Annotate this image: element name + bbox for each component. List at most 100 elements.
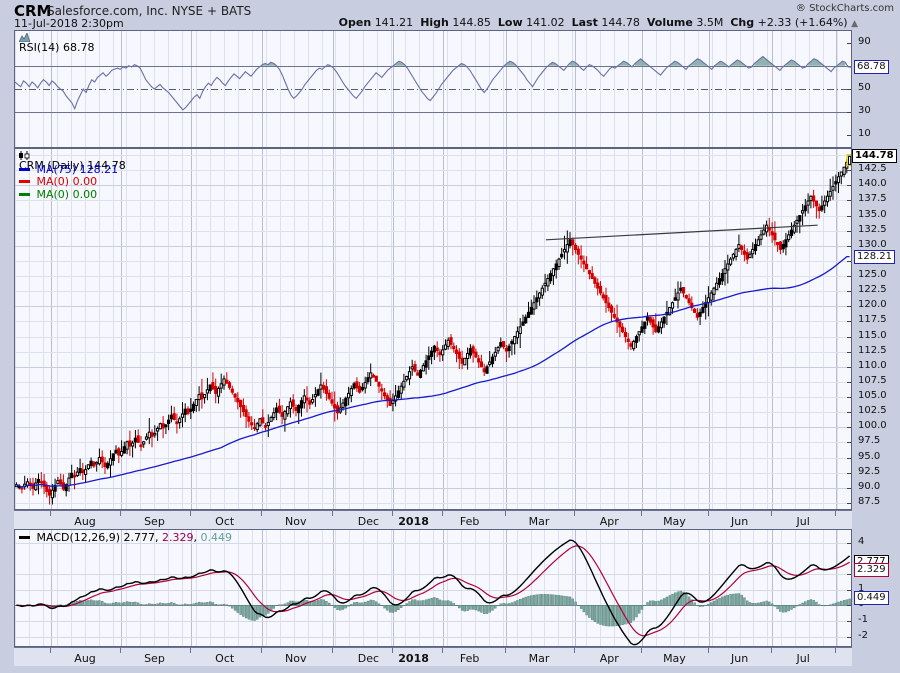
axis-tick-label: 132.5 (858, 223, 887, 235)
axis-tick-label: 122.5 (858, 284, 887, 296)
value-flag: 144.78 (852, 149, 897, 164)
low-label: Low (497, 16, 523, 29)
x-tick-mark (391, 648, 393, 653)
axis-tick-label: 100.0 (858, 420, 887, 432)
x-tick-mark (442, 511, 444, 516)
macd-plot (15, 530, 851, 646)
axis-tick-label: 30 (858, 105, 871, 117)
x-axis-label: Jun (731, 515, 749, 528)
candlestick-icon (19, 151, 30, 160)
axis-tick-label: 92.5 (858, 465, 881, 477)
macd-panel: MACD(12,26,9) 2.777, 2.329, 0.449 (14, 529, 852, 647)
last-label: Last (571, 16, 598, 29)
ma-green-swatch (19, 192, 30, 196)
macd-line-swatch (19, 536, 30, 539)
macd-legend-row: MACD(12,26,9) 2.777, 2.329, 0.449 (19, 531, 232, 545)
high-label: High (420, 16, 449, 29)
x-tick-mark (771, 511, 773, 516)
macd-legend-main: MACD(12,26,9) 2.777 (36, 531, 156, 544)
x-axis-label: Dec (357, 515, 380, 528)
axis-tick-label: 10 (858, 128, 871, 140)
quote-datetime: 11-Jul-2018 2:30pm (14, 17, 124, 30)
company-name: Salesforce.com, Inc. (47, 4, 168, 18)
x-axis-label: Sep (144, 515, 165, 528)
rsi-panel: RSI(14) 68.78 (14, 30, 852, 148)
x-axis-label: Apr (599, 515, 619, 528)
x-tick-mark (331, 511, 333, 516)
x-axis-label: May (663, 515, 686, 528)
low-value: 141.02 (526, 16, 565, 29)
x-axis-label: Nov (284, 515, 307, 528)
ticker-symbol: CRM (14, 2, 52, 20)
axis-tick-label: 137.5 (858, 193, 887, 205)
legend-label-ma75: MA(75) 128.21 (36, 162, 119, 176)
axis-tick-label: 115.0 (858, 329, 887, 341)
chg-value: +2.33 (+1.64%) (757, 16, 848, 29)
x-tick-mark (49, 511, 51, 516)
open-label: Open (338, 16, 372, 29)
axis-tick-label: 120.0 (858, 299, 887, 311)
x-axis-label: Aug (74, 515, 96, 528)
x-tick-mark (641, 511, 642, 516)
axis-tick-label: 117.5 (858, 314, 887, 326)
x-axis-label: Dec (357, 652, 380, 665)
open-value: 141.21 (374, 16, 414, 29)
stockcharts-watermark: ® StockCharts.com (795, 3, 894, 14)
change-up-arrow: ▲ (851, 19, 858, 29)
axis-tick-label: -2 (858, 629, 868, 641)
x-tick-mark (504, 511, 506, 516)
axis-tick-label: 110.0 (858, 359, 887, 371)
x-axis-label: Jul (796, 652, 810, 665)
x-tick-mark (574, 511, 576, 516)
x-tick-mark (260, 648, 262, 653)
volume-label: Volume (646, 16, 693, 29)
axis-tick-label: 90 (858, 35, 871, 47)
x-axis-label: Sep (144, 652, 165, 665)
x-tick-mark (574, 648, 576, 653)
axis-tick-label: 50 (858, 82, 871, 93)
chart-header: CRM Salesforce.com, Inc. NYSE + BATS 11-… (0, 0, 900, 30)
x-axis-label: Oct (215, 515, 235, 528)
axis-tick-label: -1 (858, 613, 868, 625)
company-name-exchange: Salesforce.com, Inc. NYSE + BATS (47, 4, 251, 18)
price-panel: CRM (Daily) 144.78 MA(75) 128.21 MA(0) 0… (14, 148, 852, 510)
chg-label: Chg (730, 16, 755, 29)
axis-tick-label: 105.0 (858, 390, 887, 402)
x-axis-label: Jul (796, 515, 810, 528)
rsi-plot (15, 31, 851, 147)
legend-row-ma75: MA(75) 128.21 (19, 162, 126, 177)
x-axis-label: Jun (731, 652, 749, 665)
ma75-swatch (19, 167, 30, 171)
x-tick-mark (641, 648, 642, 653)
exchange-name: NYSE + BATS (171, 4, 252, 18)
x-tick-mark (49, 648, 51, 653)
x-axis-label: Feb (459, 515, 480, 528)
x-axis-label: 2018 (398, 515, 429, 528)
x-axis-label: 2018 (398, 652, 429, 665)
x-tick-mark (120, 511, 122, 516)
axis-tick-label: 112.5 (858, 344, 887, 356)
rsi-legend: RSI(14) 68.78 (19, 33, 94, 54)
x-axis-label: Apr (599, 652, 619, 665)
x-tick-mark (442, 648, 444, 653)
x-axis-label: Mar (528, 652, 550, 665)
x-axis-label: Oct (215, 652, 235, 665)
x-tick-mark (707, 511, 709, 516)
ma-red-swatch (19, 180, 30, 183)
x-tick-mark (120, 648, 122, 653)
legend-label-crm: CRM (Daily) 144.78 (19, 159, 126, 172)
legend-label-ma-green: MA(0) 0.00 (36, 187, 98, 201)
x-axis-label: Mar (528, 515, 550, 528)
x-tick-mark (331, 648, 333, 653)
legend-label-ma-red: MA(0) 0.00 (36, 175, 98, 188)
axis-tick-label: 142.5 (858, 163, 887, 175)
axis-tick-label: 90.0 (858, 480, 881, 492)
x-tick-mark (707, 648, 709, 653)
rsi-mountain-icon (19, 33, 30, 42)
macd-legend: MACD(12,26,9) 2.777, 2.329, 0.449 (19, 531, 232, 545)
x-tick-mark (504, 648, 506, 653)
x-axis-label: May (663, 652, 686, 665)
x-tick-mark (189, 648, 191, 653)
axis-tick-label: 87.5 (858, 495, 881, 507)
